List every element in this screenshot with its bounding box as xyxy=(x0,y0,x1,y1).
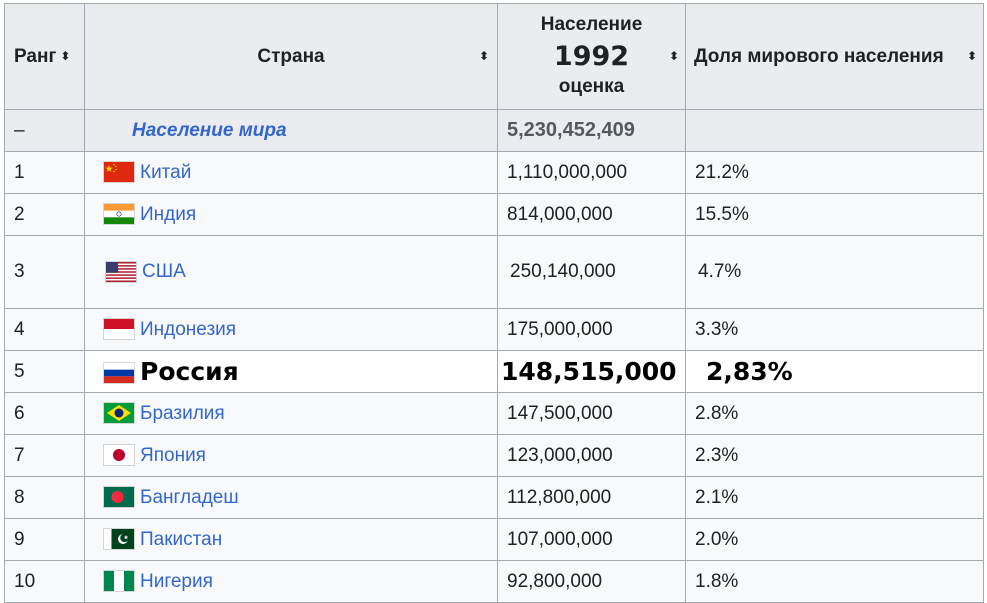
country-cell: Индонезия xyxy=(84,308,498,351)
share-cell: 21.2% xyxy=(685,151,984,194)
table-row: 10 Нигерия 92,800,000 1.8% xyxy=(4,560,984,603)
population-cell: 148,515,000 xyxy=(497,350,686,393)
country-link[interactable]: Индонезия xyxy=(140,318,237,340)
country-cell: Япония xyxy=(84,434,498,477)
rank-cell: 2 xyxy=(4,193,85,236)
table-row: 4 Индонезия 175,000,000 3.3% xyxy=(4,308,984,351)
usa-flag-icon xyxy=(106,261,136,282)
rank-cell: 4 xyxy=(4,308,85,351)
indonesia-flag-icon xyxy=(104,319,134,340)
country-cell: Бангладеш xyxy=(84,476,498,519)
country-link[interactable]: Бангладеш xyxy=(140,486,239,508)
table-row: 1 Китай 1,110,000,000 21.2% xyxy=(4,151,984,194)
sort-icon[interactable]: ⬍ xyxy=(60,49,71,64)
rank-cell: 10 xyxy=(4,560,85,603)
share-cell: 3.3% xyxy=(685,308,984,351)
country-link[interactable]: Бразилия xyxy=(140,402,225,424)
rank-cell: 9 xyxy=(4,518,85,561)
country-link[interactable]: Индия xyxy=(140,203,197,225)
column-header-population-line3: оценка xyxy=(558,76,625,98)
table-row: 8 Бангладеш 112,800,000 2.1% xyxy=(4,476,984,519)
column-header-rank-label: Ранг xyxy=(14,45,57,67)
pakistan-flag-icon xyxy=(104,529,134,550)
country-cell: Индия xyxy=(84,193,498,236)
country-cell: Китай xyxy=(84,151,498,194)
brazil-flag-icon xyxy=(104,403,134,424)
population-cell: 1,110,000,000 xyxy=(497,151,686,194)
nigeria-flag-icon xyxy=(104,571,134,592)
country-link[interactable]: Нигерия xyxy=(140,570,213,592)
japan-flag-icon xyxy=(104,445,134,466)
india-flag-icon xyxy=(104,204,134,225)
table-row: 2 Индия 814,000,000 15.5% xyxy=(4,193,984,236)
column-header-share-label: Доля мирового населения xyxy=(694,45,944,67)
world-rank: – xyxy=(4,109,85,152)
table-row: 5 Россия 148,515,000 2,83% xyxy=(4,350,984,393)
share-cell: 2.8% xyxy=(685,392,984,435)
country-cell: Бразилия xyxy=(84,392,498,435)
rank-cell: 7 xyxy=(4,434,85,477)
share-cell: 2.0% xyxy=(685,518,984,561)
country-link[interactable]: Япония xyxy=(140,444,206,466)
china-flag-icon xyxy=(104,162,134,183)
rank-cell: 3 xyxy=(4,235,85,309)
country-name: Россия xyxy=(140,357,239,386)
population-cell: 123,000,000 xyxy=(497,434,686,477)
population-cell: 112,800,000 xyxy=(497,476,686,519)
world-population-row: – Население мира 5,230,452,409 xyxy=(4,109,984,152)
world-share xyxy=(685,109,984,152)
rank-cell: 1 xyxy=(4,151,85,194)
table-header-row: Ранг ⬍ Страна ⬍ Население 1992 оценка ⬍ Д… xyxy=(4,3,984,110)
population-cell: 250,140,000 xyxy=(497,235,686,309)
world-population-value: 5,230,452,409 xyxy=(497,109,686,152)
world-population-link[interactable]: Население мира xyxy=(84,109,498,152)
share-cell: 2.1% xyxy=(685,476,984,519)
column-header-share[interactable]: Доля мирового населения ⬍ xyxy=(685,3,984,110)
column-header-rank[interactable]: Ранг ⬍ xyxy=(4,3,85,110)
country-cell: США xyxy=(84,235,498,309)
share-cell: 2,83% xyxy=(685,350,984,393)
column-header-country[interactable]: Страна ⬍ xyxy=(84,3,498,110)
country-cell: Пакистан xyxy=(84,518,498,561)
share-cell: 15.5% xyxy=(685,193,984,236)
sort-icon[interactable]: ⬍ xyxy=(966,49,977,63)
population-cell: 107,000,000 xyxy=(497,518,686,561)
rank-cell: 6 xyxy=(4,392,85,435)
country-link[interactable]: США xyxy=(142,261,186,282)
country-cell: Россия xyxy=(84,350,498,393)
share-cell: 1.8% xyxy=(685,560,984,603)
table-row: 3 США 250,140,000 xyxy=(4,235,984,309)
bangladesh-flag-icon xyxy=(104,487,134,508)
sort-icon[interactable]: ⬍ xyxy=(668,49,679,63)
column-header-population[interactable]: Население 1992 оценка ⬍ xyxy=(497,3,686,110)
column-header-population-line1: Население xyxy=(540,14,643,36)
table-row: 7 Япония 123,000,000 2.3% xyxy=(4,434,984,477)
table-row: 9 Пакистан 107,000,000 2.0% xyxy=(4,518,984,561)
column-header-country-label: Страна xyxy=(257,45,325,67)
russia-flag-icon xyxy=(104,363,134,383)
country-link[interactable]: Пакистан xyxy=(140,528,223,550)
population-cell: 147,500,000 xyxy=(497,392,686,435)
population-table: Ранг ⬍ Страна ⬍ Население 1992 оценка ⬍ Д… xyxy=(4,3,984,603)
country-link[interactable]: Китай xyxy=(140,161,192,183)
country-cell: Нигерия xyxy=(84,560,498,603)
share-cell: 4.7% xyxy=(685,235,984,309)
table-row: 6 Бразилия 147,500,000 2.8% xyxy=(4,392,984,435)
rank-cell: 8 xyxy=(4,476,85,519)
column-header-population-year: 1992 xyxy=(553,40,630,72)
population-cell: 814,000,000 xyxy=(497,193,686,236)
rank-cell: 5 xyxy=(4,350,85,393)
population-cell: 175,000,000 xyxy=(497,308,686,351)
share-cell: 2.3% xyxy=(685,434,984,477)
population-cell: 92,800,000 xyxy=(497,560,686,603)
sort-icon[interactable]: ⬍ xyxy=(478,49,489,63)
